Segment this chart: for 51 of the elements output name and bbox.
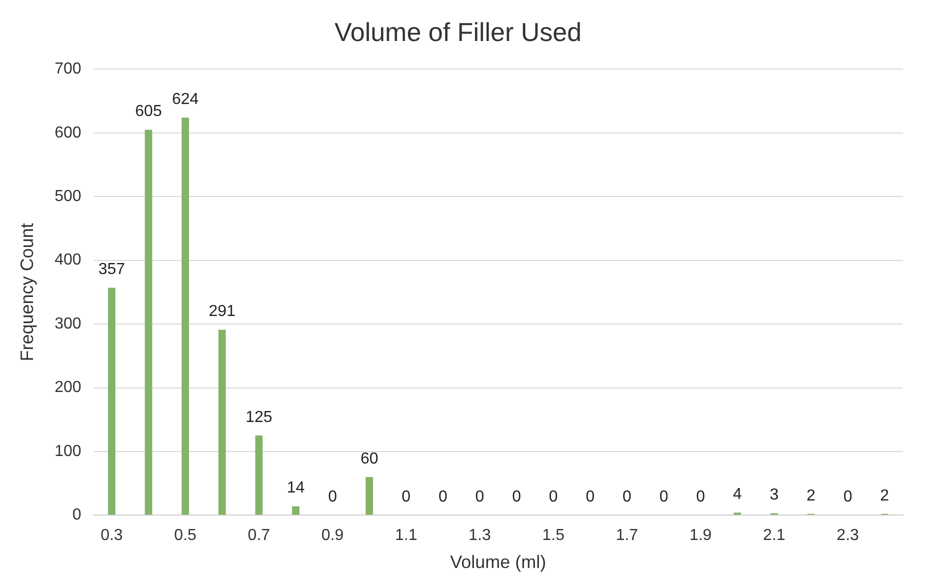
chart-title: Volume of Filler Used [334,16,582,47]
x-tick-label: 2.3 [836,527,860,544]
x-tick-label: 0.7 [248,527,270,544]
data-label: 0 [438,488,448,506]
data-label: 0 [696,488,706,506]
y-axis-title: Frequency Count [16,223,37,362]
data-label: 624 [172,91,199,108]
data-label: 2 [806,487,816,504]
data-label: 0 [586,488,595,506]
x-tick-label: 0.9 [321,527,344,544]
x-tick-label: 1.5 [542,527,565,544]
x-tick-label: 1.1 [395,527,418,544]
data-label: 605 [135,103,162,120]
y-tick-label: 700 [54,60,82,78]
y-tick-label: 300 [54,315,82,332]
x-axis-title: Volume (ml) [450,552,546,572]
data-label: 0 [475,488,484,506]
bar [144,130,152,515]
data-label: 3 [770,486,779,504]
data-label: 0 [659,488,668,506]
y-tick-label: 100 [54,442,82,460]
bar [108,288,116,515]
x-tick-label: 2.1 [763,527,786,544]
bar [255,436,263,515]
x-tick-label: 0.5 [174,527,197,544]
data-label: 14 [286,480,305,497]
bar [292,506,300,515]
y-tick-label: 0 [72,506,82,524]
data-label: 0 [548,488,558,506]
y-tick-label: 200 [54,379,82,396]
bar [218,330,226,515]
x-tick-label: 1.7 [616,527,638,544]
y-tick-label: 600 [54,124,82,142]
data-label: 4 [732,486,742,504]
data-label: 291 [208,303,236,320]
data-label: 0 [512,488,522,506]
data-label: 0 [328,488,338,506]
y-tick-label: 400 [54,252,82,269]
data-label: 0 [843,488,852,506]
data-label: 0 [622,488,632,506]
bar [366,476,374,515]
x-tick-label: 1.3 [468,527,491,544]
x-tick-label: 0.3 [100,527,123,544]
bar [182,118,189,515]
data-label: 0 [402,488,411,506]
data-label: 357 [98,261,126,278]
data-label: 125 [246,408,272,426]
y-tick-label: 500 [54,188,82,206]
data-label: 2 [880,487,890,504]
x-tick-label: 1.9 [689,527,712,544]
data-label: 60 [360,450,378,468]
